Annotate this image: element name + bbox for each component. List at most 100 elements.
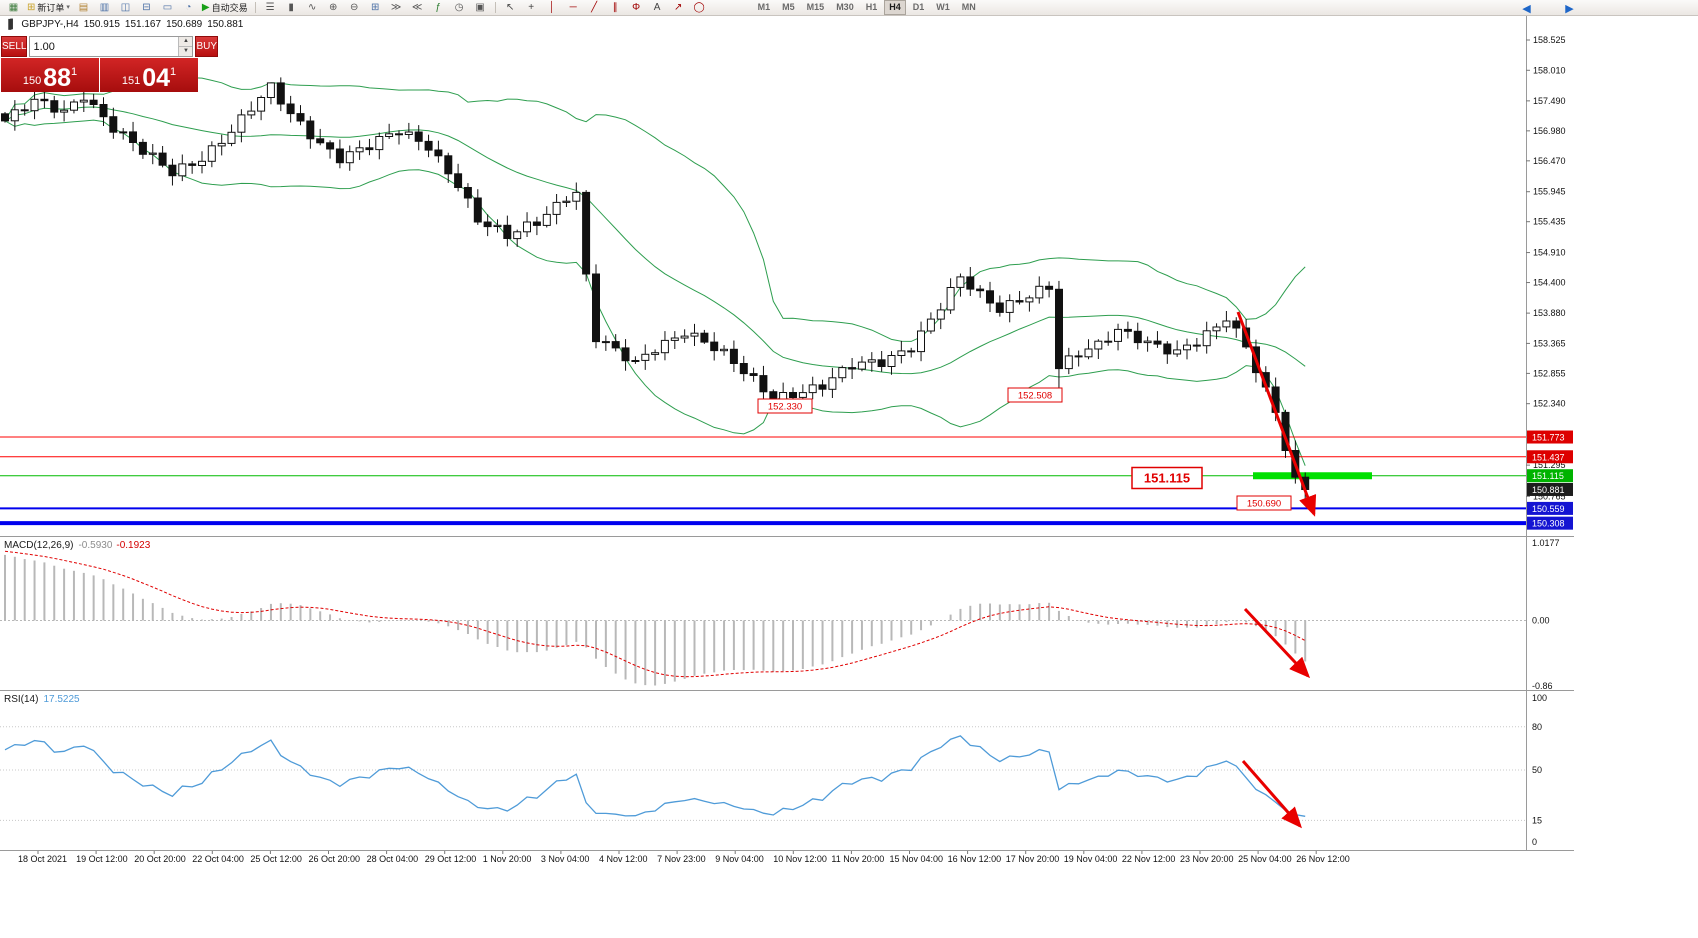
volume-down-button[interactable]: ▼ [179, 47, 193, 56]
time-label: 3 Nov 04:00 [541, 854, 590, 864]
chart-shift-icon[interactable]: ≪ [411, 1, 423, 13]
trendline-icon[interactable]: ╱ [591, 1, 598, 13]
price-axis-box[interactable] [1527, 450, 1573, 464]
time-label: 9 Nov 04:00 [715, 854, 764, 864]
time-label: 26 Oct 20:00 [309, 854, 361, 864]
candlestick-chart-icon[interactable]: ▮ [288, 1, 294, 13]
terminal-icon[interactable]: ▭ [162, 1, 173, 13]
navigator-icon[interactable]: ⊟ [142, 1, 151, 13]
volume-input[interactable] [30, 37, 179, 56]
timeframe-w1[interactable]: W1 [936, 2, 950, 12]
rsi-axis-label: 15 [1532, 815, 1542, 825]
time-label: 18 Oct 2021 [18, 854, 67, 864]
volume-field: ▲ ▼ [29, 36, 194, 57]
volume-spinner: ▲ ▼ [178, 37, 193, 56]
timeframe-mn[interactable]: MN [961, 2, 976, 12]
line-chart-icon[interactable]: ∿ [307, 1, 317, 13]
trend-arrow[interactable] [1236, 311, 1317, 517]
rsi-label: RSI(14) 17.5225 [4, 694, 80, 705]
time-label: 28 Oct 04:00 [367, 854, 419, 864]
scroll-left-icon[interactable]: ◀ [1522, 3, 1531, 15]
price-tick-label: 155.945 [1533, 187, 1566, 197]
periods-icon[interactable]: ◷ [454, 1, 464, 13]
rsi-axis-label: 50 [1532, 765, 1542, 775]
market-watch-icon[interactable]: ▥ [99, 1, 110, 13]
shapes-icon[interactable]: ◯ [693, 1, 705, 13]
price-tick-label: 154.400 [1533, 278, 1566, 288]
horizontal-line-icon[interactable]: ─ [569, 1, 577, 13]
trend-arrow[interactable] [1243, 607, 1311, 679]
ask-price-big: 04 [142, 64, 171, 92]
auto-trading-button[interactable]: ▶ 自动交易 [201, 1, 248, 13]
fibonacci-icon[interactable]: Φ [632, 1, 641, 13]
price-axis-box-text: 151.773 [1532, 433, 1565, 443]
buy-price-button[interactable]: 151 04 1 [100, 58, 198, 92]
time-axis[interactable]: 18 Oct 2021 19 Oct 12:00 20 Oct 20:00 22 Oc… [18, 851, 1350, 864]
ohlc-low: 150.689 [166, 19, 203, 30]
zoom-out-icon[interactable]: ⊖ [349, 1, 359, 13]
bollinger-upper-band[interactable] [4, 76, 1306, 342]
bar-chart-icon[interactable]: ☰ [265, 1, 275, 13]
arrow-tool-icon[interactable]: ↗ [673, 1, 683, 13]
new-chart-icon[interactable]: ▦ [8, 1, 19, 13]
rsi-axis-label: 80 [1532, 722, 1542, 732]
timeframe-m30[interactable]: M30 [836, 2, 854, 12]
price-axis-box[interactable] [1527, 516, 1573, 530]
templates-icon[interactable]: ▣ [475, 1, 485, 13]
scroll-right-icon[interactable]: ▶ [1565, 3, 1574, 15]
price-axis[interactable]: 158.525 158.010 157.490 156.980 156.470 155.9… [1526, 35, 1573, 530]
candlestick-series[interactable] [1, 77, 1310, 501]
vertical-line-icon[interactable]: │ [549, 1, 556, 13]
price-label-text: 150.690 [1247, 498, 1281, 509]
sell-price-button[interactable]: 150 88 1 [1, 58, 99, 92]
cursor-icon[interactable]: ↖ [505, 1, 515, 13]
time-label: 29 Oct 12:00 [425, 854, 477, 864]
price-tick-label: 150.765 [1533, 491, 1566, 501]
tile-windows-icon[interactable]: ⊞ [370, 1, 380, 13]
text-icon[interactable]: A [653, 1, 661, 13]
bollinger-middle-band[interactable] [4, 106, 1306, 375]
channel-icon[interactable]: ∥ [612, 1, 618, 13]
timeframe-m5[interactable]: M5 [782, 2, 795, 12]
new-order-button[interactable]: ⊞ 新订单 ▾ [27, 1, 70, 13]
time-label: 19 Nov 04:00 [1064, 854, 1118, 864]
timeframe-d1[interactable]: D1 [912, 2, 925, 12]
price-tick-label: 156.470 [1533, 156, 1566, 166]
time-label: 4 Nov 12:00 [599, 854, 648, 864]
time-label: 22 Nov 12:00 [1122, 854, 1176, 864]
indicators-icon[interactable]: ƒ [435, 1, 441, 13]
price-axis-box[interactable] [1527, 482, 1573, 496]
timeframe-h4[interactable]: H4 [884, 0, 906, 15]
crosshair-icon[interactable]: + [528, 1, 535, 13]
ohlc-high: 151.167 [124, 19, 162, 30]
bollinger-lower-band[interactable] [4, 119, 1306, 466]
timeframe-m15[interactable]: M15 [806, 2, 825, 12]
timeframe-h1[interactable]: H1 [865, 2, 878, 12]
price-label-box[interactable] [757, 398, 813, 414]
timeframe-m1[interactable]: M1 [757, 2, 771, 12]
time-label: 17 Nov 20:00 [1006, 854, 1060, 864]
price-tick-label: 153.365 [1533, 338, 1566, 348]
buy-button[interactable]: BUY [195, 36, 219, 57]
news-icon[interactable]: ▤ [78, 1, 89, 13]
auto-scroll-icon[interactable]: ≫ [390, 1, 402, 13]
price-label-box[interactable] [1236, 495, 1292, 511]
zoom-in-icon[interactable]: ⊕ [328, 1, 338, 13]
data-window-icon[interactable]: ◫ [120, 1, 131, 13]
strategy-tester-icon[interactable]: ◔ [185, 1, 192, 13]
sell-button[interactable]: SELL [1, 36, 28, 57]
price-label-box[interactable] [1007, 387, 1063, 403]
macd-axis-label: 1.0177 [1532, 538, 1560, 548]
macd-label: MACD(12,26,9) -0.5930 -0.1923 [4, 540, 151, 551]
trend-arrow[interactable] [1241, 760, 1302, 829]
price-axis-box[interactable] [1527, 501, 1573, 515]
price-axis-box[interactable] [1527, 469, 1573, 483]
macd-signal-line [4, 550, 1306, 678]
price-tick-label: 154.910 [1533, 248, 1566, 258]
volume-up-button[interactable]: ▲ [179, 37, 193, 47]
price-axis-box[interactable] [1527, 430, 1573, 444]
price-label-box[interactable] [1131, 466, 1203, 490]
ohlc-close: 150.881 [207, 19, 244, 30]
price-tick-label: 152.855 [1533, 368, 1566, 378]
